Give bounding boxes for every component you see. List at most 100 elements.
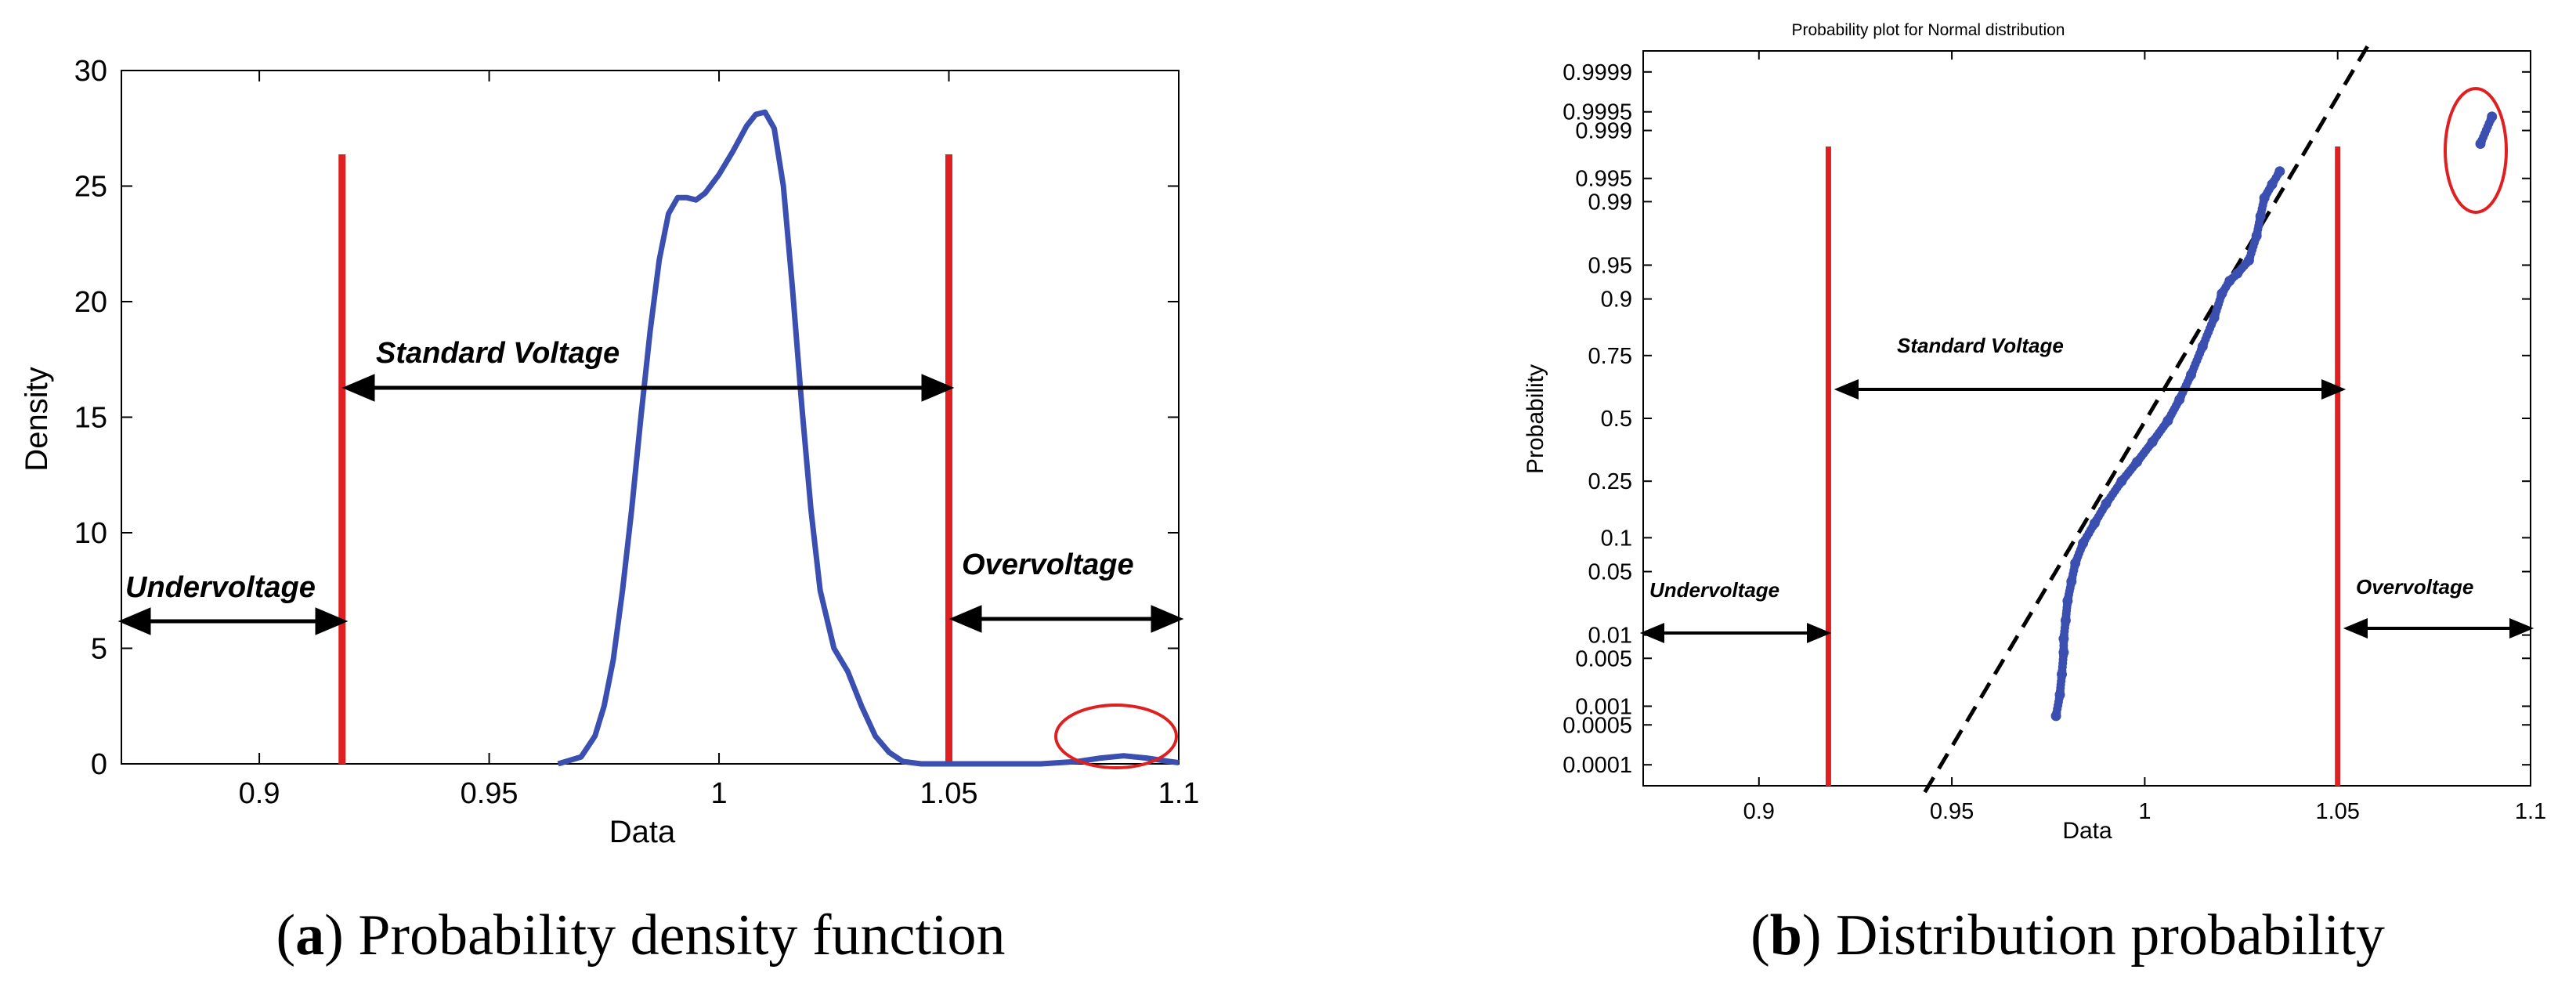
sample-point: [2060, 615, 2071, 626]
sample-point: [2232, 268, 2243, 279]
standard-arrowhead-right: [921, 374, 955, 402]
prob-standard-arrowhead-right: [2321, 379, 2347, 400]
prob-x-tick-label: 1.05: [2315, 799, 2359, 824]
prob-caption: (b) Distribution probability: [1750, 903, 2385, 968]
outlier-point: [2487, 111, 2498, 122]
prob-y-tick-label: 0.5: [1601, 407, 1632, 432]
pdf-y-tick-label: 5: [91, 633, 107, 666]
prob-x-tick-label: 0.9: [1743, 799, 1775, 824]
prob-y-tick-label: 0.99: [1588, 190, 1632, 215]
pdf-caption-open: (: [276, 903, 295, 968]
prob-y-tick-label: 0.0001: [1563, 753, 1632, 778]
pdf-y-tick-label: 20: [74, 286, 107, 319]
pdf-y-tick-label: 0: [91, 748, 107, 781]
undervoltage-arrowhead-right: [315, 607, 349, 635]
prob-y-tick-label: 0.999: [1575, 119, 1632, 144]
pdf-y-tick-label: 30: [74, 55, 107, 88]
pdf-y-axis-label: Density: [20, 367, 54, 471]
sample-point: [2054, 689, 2065, 700]
sample-point: [2251, 230, 2262, 241]
sample-point: [2050, 711, 2061, 722]
overvoltage-arrowhead-left: [948, 605, 982, 633]
sample-point: [2058, 647, 2069, 658]
prob-y-tick-label: 0.005: [1575, 646, 1632, 671]
prob-y-tick-label: 0.05: [1588, 560, 1632, 585]
pdf-arrows: [117, 374, 1184, 635]
sample-point: [2089, 518, 2100, 529]
normal-reference-line: [1923, 43, 2371, 794]
pdf-x-tick-label: 1.1: [1158, 777, 1200, 810]
pdf-x-tick-label: 0.95: [461, 777, 518, 810]
probability-plot-title: Probability plot for Normal distribution: [1792, 21, 2065, 39]
pdf-y-tick-label: 25: [74, 171, 107, 204]
prob-y-tick-label: 0.25: [1588, 469, 1632, 494]
sample-point: [2162, 415, 2173, 426]
standard-voltage-label: Standard Voltage: [376, 337, 620, 370]
prob-undervoltage-arrowhead-left: [1639, 623, 1664, 643]
outlier-point: [2475, 139, 2486, 149]
sample-point: [2101, 498, 2112, 509]
sample-point: [2267, 179, 2278, 190]
prob-x-tick-label: 0.95: [1930, 799, 1974, 824]
prob-y-axis-label: Probability: [1523, 364, 1548, 474]
pdf-x-axis-label: Data: [609, 815, 676, 849]
probability-plot: Probability plot for Normal distribution…: [1523, 21, 2546, 968]
sample-point: [2186, 369, 2196, 380]
prob-y-tick-label: 0.0005: [1563, 713, 1632, 738]
prob-y-tick-label: 0.995: [1575, 167, 1632, 192]
sample-point: [2217, 288, 2227, 299]
sample-point: [2209, 313, 2220, 323]
prob-arrows: [1639, 379, 2534, 643]
pdf-x-tick-label: 1: [710, 777, 727, 810]
sample-point: [2116, 476, 2127, 487]
prob-y-tick-label: 0.9995: [1563, 100, 1632, 125]
prob-caption-text: ) Distribution probability: [1802, 903, 2385, 968]
prob-standard-arrowhead-left: [1834, 379, 1859, 400]
sample-point: [2078, 537, 2089, 548]
overvoltage-highlight-circle: [1054, 704, 1178, 769]
undervoltage-arrowhead-left: [117, 607, 151, 635]
pdf-y-tick-label: 15: [74, 402, 107, 435]
undervoltage-label: Undervoltage: [125, 571, 316, 604]
prob-overvoltage-arrowhead-right: [2509, 618, 2534, 639]
prob-y-tick-label: 0.01: [1588, 624, 1632, 649]
prob-caption-letter: b: [1770, 903, 1802, 968]
overvoltage-label: Overvoltage: [962, 548, 1134, 581]
outlier-highlight-circle: [2444, 87, 2508, 214]
sample-point: [2259, 193, 2270, 204]
sample-point: [2255, 211, 2266, 222]
sample-point: [2274, 166, 2285, 177]
density-curve: [557, 109, 1180, 767]
pdf-plot-frame: [121, 70, 1180, 765]
prob-y-tick-label: 0.95: [1588, 253, 1632, 278]
prob-x-tick-label: 1: [2138, 799, 2151, 824]
prob-standard-voltage-label: Standard Voltage: [1897, 334, 2064, 357]
sample-point: [2224, 276, 2235, 286]
prob-y-tick-label: 0.1: [1601, 526, 1632, 551]
overvoltage-arrowhead-right: [1151, 605, 1184, 633]
pdf-chart: 0.9 0.95 1 1.05 1.1 0 5 10 15 20 25 30 Undervoltage…: [20, 55, 1199, 968]
pdf-y-tick-label: 10: [74, 517, 107, 550]
prob-overvoltage-arrowhead-left: [2343, 618, 2368, 639]
sample-point: [2197, 341, 2208, 352]
sample-point: [2058, 633, 2069, 644]
sample-point: [2243, 255, 2254, 266]
prob-y-tick-label: 0.001: [1575, 694, 1632, 719]
sample-point: [2132, 457, 2142, 468]
sample-point: [2062, 595, 2073, 606]
pdf-caption-letter: a: [295, 903, 324, 968]
sample-point: [2070, 558, 2081, 569]
prob-undervoltage-arrowhead-right: [1807, 623, 1832, 643]
prob-x-tick-label: 1.1: [2515, 799, 2546, 824]
pdf-caption-text: ) Probability density function: [324, 903, 1005, 968]
sample-point: [2057, 669, 2067, 680]
pdf-caption: (a) Probability density function: [276, 903, 1005, 968]
sample-point: [2174, 394, 2185, 405]
prob-caption-open: (: [1750, 903, 1770, 968]
sample-point: [2147, 436, 2158, 447]
standard-arrowhead-left: [341, 374, 375, 402]
prob-plot-frame: [1642, 50, 2531, 787]
prob-y-tick-label: 0.9: [1601, 288, 1632, 313]
pdf-x-tick-label: 0.9: [239, 777, 280, 810]
